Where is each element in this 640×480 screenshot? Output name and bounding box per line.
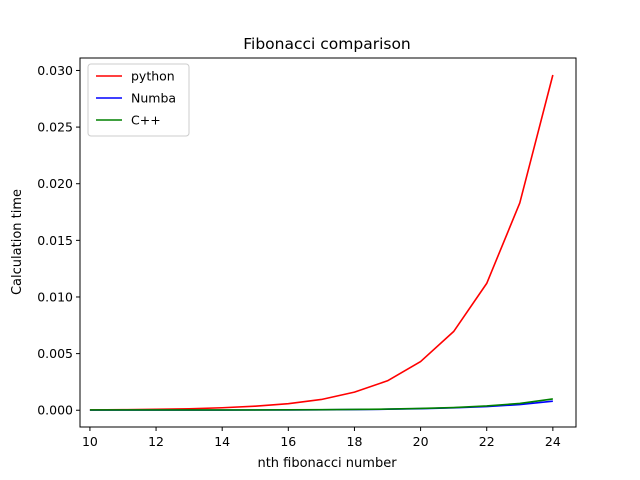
x-tick-label: 10: [82, 434, 98, 449]
x-axis: 10 12 14 16 18 20 22 24: [82, 427, 561, 449]
y-tick-label: 0.005: [37, 346, 73, 361]
x-tick-label: 12: [148, 434, 164, 449]
x-tick-label: 22: [479, 434, 495, 449]
legend-label: Numba: [131, 91, 176, 106]
x-tick-label: 14: [214, 434, 230, 449]
y-tick-label: 0.025: [37, 120, 73, 135]
series-lines: [89, 74, 554, 411]
y-tick-label: 0.030: [37, 63, 73, 78]
legend-box: [87, 63, 190, 137]
x-tick-label: 16: [280, 434, 296, 449]
x-tick-label: 24: [545, 434, 561, 449]
series-line-cplus: [89, 398, 553, 411]
axes-frame: [79, 57, 577, 428]
chart-title: Fibonacci comparison: [243, 35, 411, 53]
y-axis: 0.000 0.005 0.010 0.015 0.020 0.025 0.030: [37, 63, 80, 418]
y-tick-label: 0.020: [37, 176, 73, 191]
legend-label: python: [131, 69, 175, 84]
x-axis-label: nth fibonacci number: [257, 456, 397, 471]
legend-label: C++: [131, 113, 161, 128]
y-tick-label: 0.010: [37, 289, 73, 304]
legend: python Numba C++: [87, 63, 190, 137]
x-tick-label: 18: [347, 434, 363, 449]
y-tick-label: 0.000: [37, 403, 73, 418]
y-tick-label: 0.015: [37, 233, 73, 248]
x-tick-label: 20: [413, 434, 429, 449]
y-axis-label: Calculation time: [10, 189, 25, 295]
